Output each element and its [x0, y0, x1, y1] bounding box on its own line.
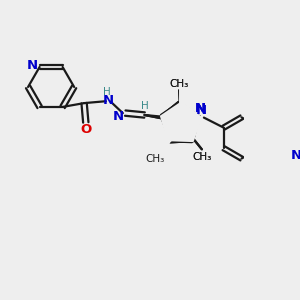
Text: CH₃: CH₃: [169, 79, 189, 88]
Text: H: H: [141, 101, 149, 111]
Text: N: N: [27, 59, 38, 72]
Text: CH₃: CH₃: [192, 152, 212, 162]
Text: N: N: [103, 94, 114, 107]
Text: O: O: [80, 123, 92, 136]
Text: N: N: [113, 110, 124, 123]
Text: N: N: [196, 104, 207, 117]
Text: CH₃: CH₃: [146, 154, 165, 164]
Text: CH₃: CH₃: [169, 79, 189, 88]
Polygon shape: [162, 103, 200, 140]
Text: CH₃: CH₃: [192, 152, 212, 162]
Text: N: N: [291, 149, 300, 162]
Text: H: H: [103, 87, 111, 97]
Text: N: N: [195, 102, 206, 115]
Text: N: N: [195, 102, 206, 115]
